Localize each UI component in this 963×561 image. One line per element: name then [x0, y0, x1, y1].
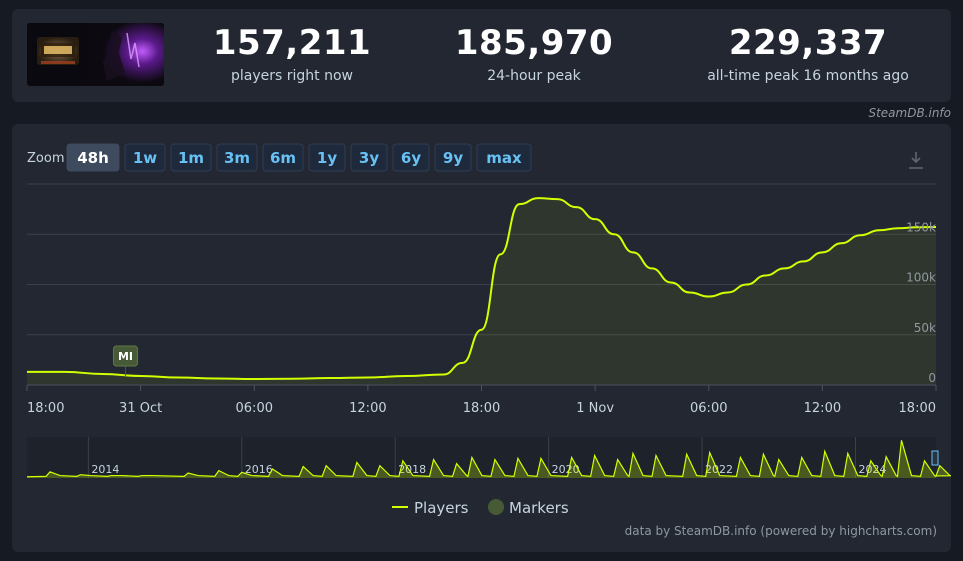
x-tick-label: 31 Oct [119, 401, 162, 416]
navigator-background [27, 437, 936, 478]
game-thumbnail[interactable] [27, 23, 164, 86]
day-peak-value: 185,970 [454, 23, 614, 63]
x-tick-label: 12:00 [349, 401, 386, 416]
zoom-button-bg[interactable] [308, 143, 346, 172]
y-tick-label: 50k [914, 321, 936, 335]
zoom-button-bg[interactable] [350, 143, 388, 172]
legend-markers-label: Markers [509, 499, 569, 517]
navigator-year-label: 2020 [552, 463, 580, 476]
navigator-line [26, 440, 951, 478]
players-area-fill [27, 198, 936, 385]
alltime-peak-stat: 229,337 all-time peak 16 months ago [688, 23, 928, 84]
zoom-button-label[interactable]: 9y [443, 149, 463, 167]
zoom-button-label[interactable]: 3m [224, 149, 250, 167]
zoom-button-bg[interactable] [124, 143, 166, 172]
zoom-button-1w[interactable]: 1w [124, 143, 166, 172]
players-series [26, 197, 937, 380]
zoom-button-6m[interactable]: 6m [262, 143, 304, 172]
x-tick-label: 18:00 [463, 401, 500, 416]
zoom-button-bg[interactable] [434, 143, 472, 172]
chart-grid [27, 183, 936, 336]
x-axis: 18:00 31 Oct 06:00 12:00 18:00 1 Nov 06:00 12:0… [26, 384, 937, 416]
chart-card: Zoom 48h 1w 1m 3m 6m 1y 3y 6y 9y max MI 0 50k 100k 1… [12, 124, 951, 552]
site-credit[interactable]: SteamDB.info [868, 106, 951, 120]
day-peak-label: 24-hour peak [487, 68, 581, 84]
zoom-button-3m[interactable]: 3m [216, 143, 258, 172]
zoom-button-6y[interactable]: 6y [392, 143, 430, 172]
players-line[interactable] [26, 197, 937, 380]
zoom-button-label[interactable]: 1w [133, 149, 157, 167]
zoom-button-label[interactable]: 6m [270, 149, 296, 167]
alltime-peak-value: 229,337 [728, 23, 888, 63]
marker-box[interactable] [112, 345, 138, 367]
x-tick-label: 18:00 [899, 401, 936, 416]
zoom-button-bg[interactable] [476, 143, 532, 172]
zoom-button-label[interactable]: max [486, 149, 522, 167]
current-players-stat: 157,211 players right now [172, 23, 412, 84]
zoom-label: Zoom [27, 151, 64, 166]
game-art-image [27, 23, 164, 86]
navigator-year-label: 2016 [245, 463, 273, 476]
y-tick-label: 150k [906, 220, 936, 234]
zoom-button-bg[interactable] [392, 143, 430, 172]
zoom-button-48h[interactable]: 48h [66, 143, 120, 172]
zoom-button-label[interactable]: 1m [178, 149, 204, 167]
zoom-button-max[interactable]: max [476, 143, 532, 172]
download-icon[interactable] [904, 148, 928, 172]
zoom-button-label[interactable]: 1y [317, 149, 337, 167]
x-tick-label: 1 Nov [576, 401, 614, 416]
zoom-buttons: 48h 1w 1m 3m 6m 1y 3y 6y 9y max [66, 143, 532, 172]
zoom-button-bg[interactable] [170, 143, 212, 172]
zoom-button-label[interactable]: 6y [401, 149, 421, 167]
current-players-label: players right now [231, 68, 353, 84]
chart-legend: Players Markers [392, 499, 569, 517]
x-tick-label: 18:00 [27, 401, 64, 416]
x-tick-label: 06:00 [236, 401, 273, 416]
navigator[interactable]: 201420162018202020222024 [26, 437, 951, 478]
zoom-button-3y[interactable]: 3y [350, 143, 388, 172]
player-chart[interactable]: Zoom 48h 1w 1m 3m 6m 1y 3y 6y 9y max MI 0 50k 100k 1… [12, 124, 951, 552]
legend-item-players[interactable]: Players [392, 499, 469, 517]
navigator-year-label: 2014 [91, 463, 119, 476]
marker-label: MI [118, 350, 133, 363]
zoom-button-1y[interactable]: 1y [308, 143, 346, 172]
stats-card: 157,211 players right now 185,970 24-hou… [12, 9, 951, 102]
zoom-button-label[interactable]: 3y [359, 149, 379, 167]
day-peak-stat: 185,970 24-hour peak [414, 23, 654, 84]
zoom-button-9y[interactable]: 9y [434, 143, 472, 172]
current-players-value: 157,211 [212, 23, 372, 63]
players-area [27, 198, 936, 385]
zoom-button-label[interactable]: 48h [77, 149, 109, 167]
y-axis: 0 50k 100k 150k [906, 220, 936, 385]
highcharts-credit[interactable]: data by SteamDB.info (powered by highcha… [624, 524, 937, 538]
alltime-peak-label: all-time peak 16 months ago [707, 68, 909, 84]
x-tick-label: 06:00 [690, 401, 727, 416]
markers-series: MI [112, 345, 138, 376]
navigator-handle[interactable] [931, 450, 939, 466]
y-tick-label: 100k [906, 271, 936, 285]
zoom-button-bg[interactable] [216, 143, 258, 172]
navigator-year-label: 2018 [398, 463, 426, 476]
marker-flag[interactable]: MI [112, 345, 138, 376]
legend-markers-symbol [488, 499, 504, 515]
legend-players-label: Players [414, 499, 469, 517]
x-tick-label: 12:00 [804, 401, 841, 416]
navigator-year-label: 2022 [705, 463, 733, 476]
zoom-button-1m[interactable]: 1m [170, 143, 212, 172]
y-tick-label: 0 [928, 371, 936, 385]
legend-item-markers[interactable]: Markers [488, 499, 569, 517]
zoom-button-bg[interactable] [66, 143, 120, 172]
zoom-button-bg[interactable] [262, 143, 304, 172]
